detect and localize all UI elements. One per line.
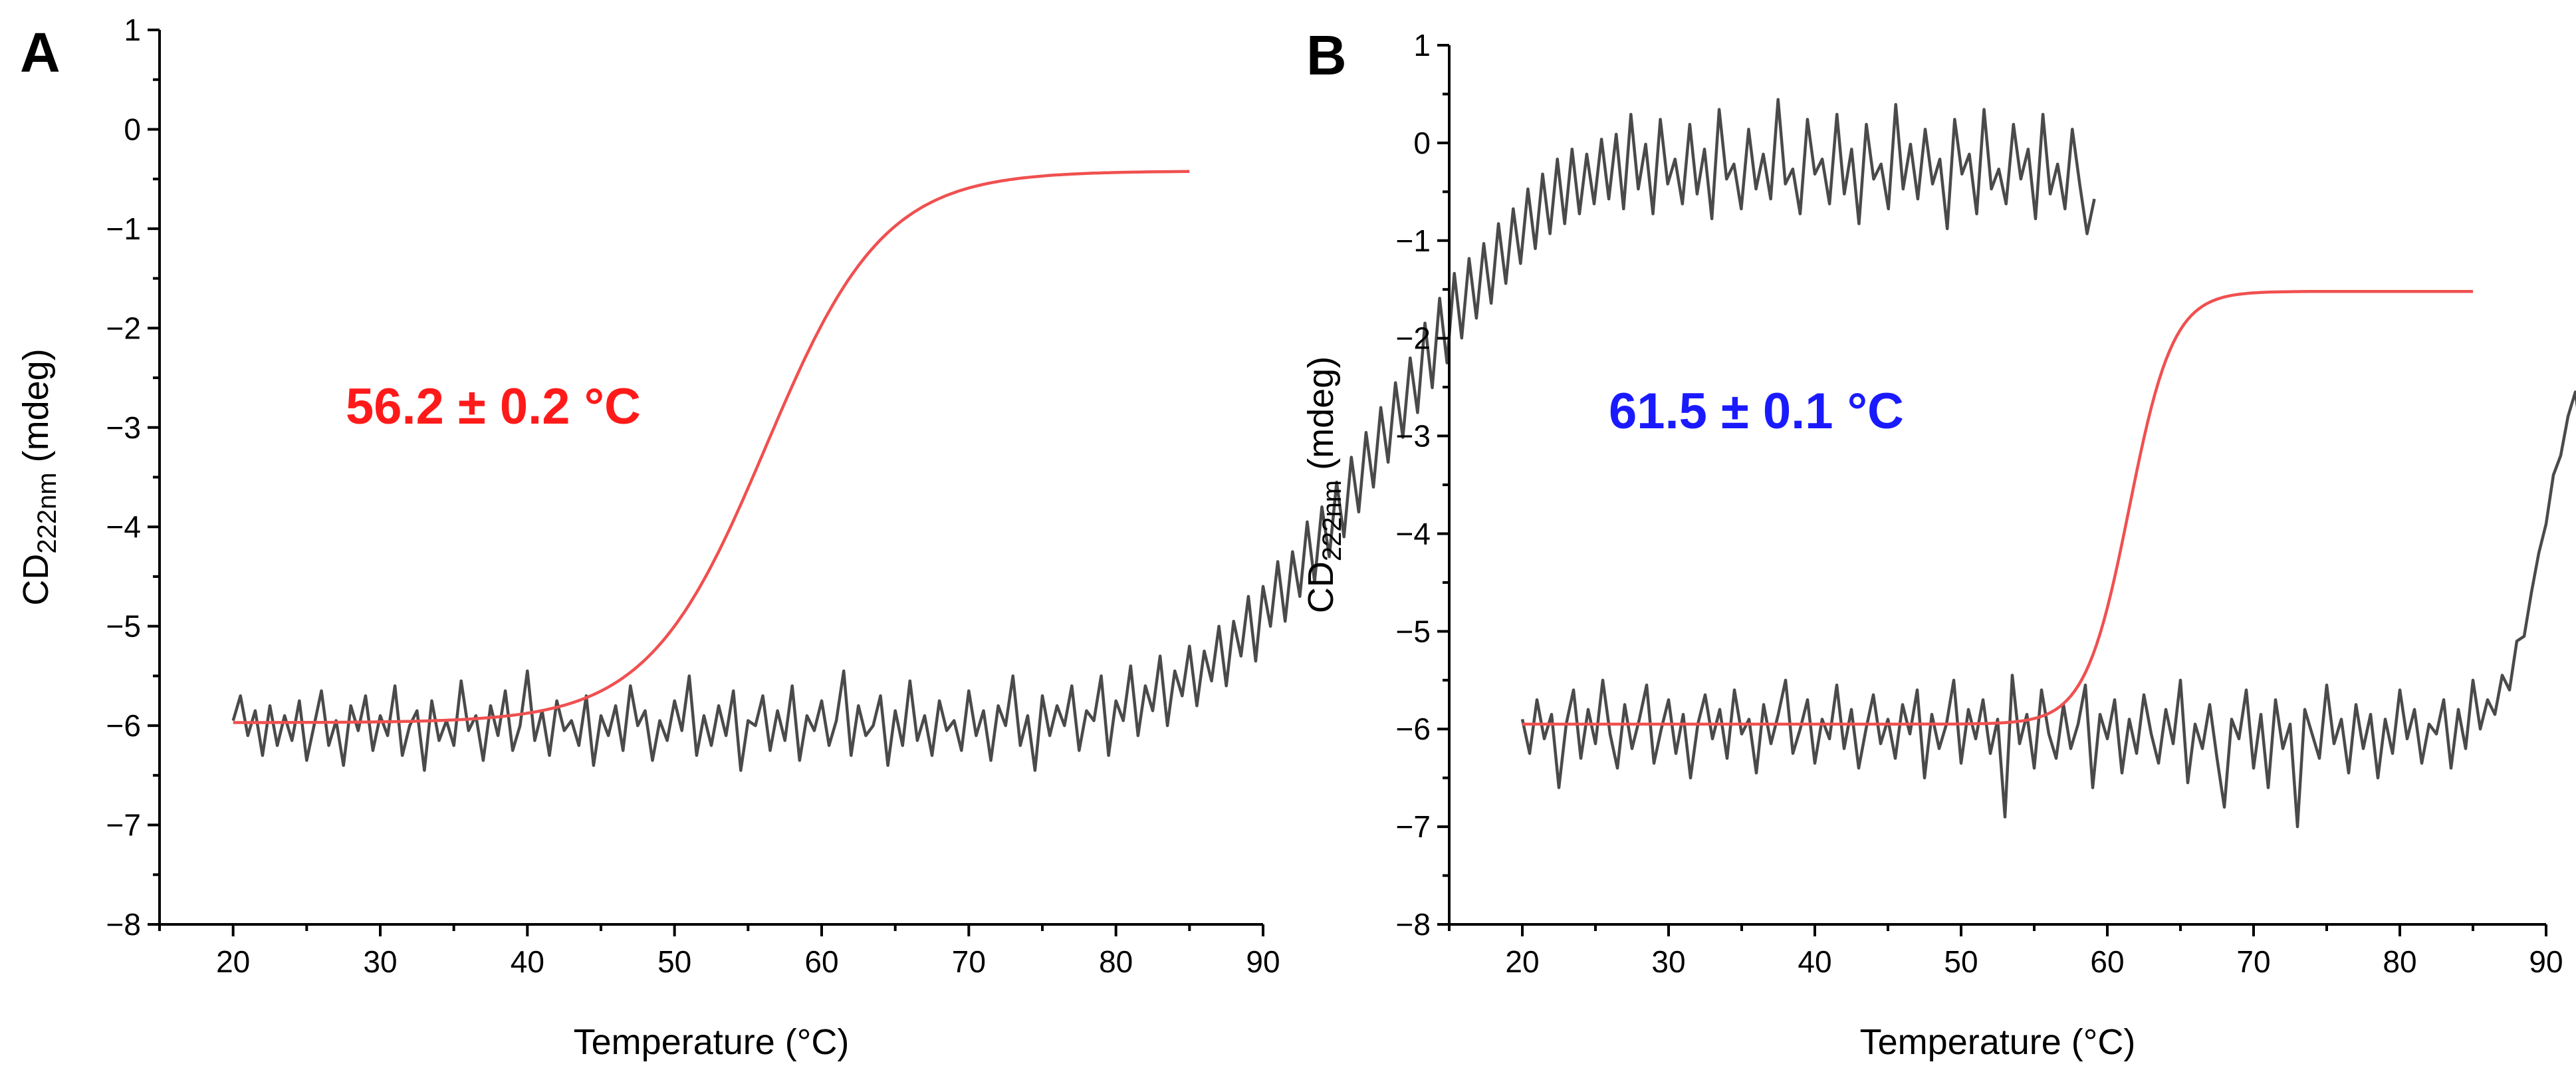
x-tick-label-b: 30: [1651, 944, 1685, 979]
x-tick-label-a: 50: [657, 944, 691, 979]
x-tick-label-b: 90: [2529, 944, 2563, 979]
y-axis-title-b: CD222nm (mdeg): [1301, 356, 1347, 613]
x-tick-label-b: 20: [1505, 944, 1539, 979]
y-tick-label-b: 0: [1413, 126, 1431, 160]
x-tick-label-a: 90: [1246, 944, 1280, 979]
y-tick-label-b: −7: [1396, 809, 1431, 844]
x-tick-label-b: 40: [1798, 944, 1831, 979]
y-tick-label-a: −1: [106, 211, 141, 246]
x-axis-title-a: Temperature (°C): [574, 1022, 850, 1062]
tm-annotation-a: 56.2 ± 0.2 °C: [346, 378, 641, 435]
y-axis-title-main-a: CD: [16, 554, 56, 606]
y-axis-title-unit-a: (mdeg): [16, 348, 56, 472]
data-series-line-b: [1520, 390, 2576, 829]
y-tick-label-b: −5: [1396, 614, 1431, 648]
panel-label-a: A: [20, 21, 60, 84]
x-tick-label-a: 30: [363, 944, 397, 979]
y-tick-label-b: −3: [1396, 419, 1431, 454]
y-tick-label-a: −7: [106, 808, 141, 843]
x-tick-label-b: 70: [2236, 944, 2270, 979]
y-tick-label-a: −8: [106, 907, 141, 942]
y-axis-title-sub-a: 222nm: [33, 472, 62, 553]
y-tick-label-b: −8: [1396, 907, 1431, 942]
y-tick-label-b: −4: [1396, 516, 1431, 551]
y-tick-label-a: −5: [106, 609, 141, 644]
panel-b: B 61.5 ± 0.1 °C CD222nm (mdeg) Temperatu…: [1301, 24, 2576, 1062]
tm-annotation-b: 61.5 ± 0.1 °C: [1609, 383, 1904, 440]
y-tick-label-b: −1: [1396, 223, 1431, 258]
fit-curve-b: [1522, 289, 2473, 726]
y-axis-title-sub-b: 222nm: [1318, 480, 1347, 561]
y-tick-label-b: 1: [1413, 28, 1431, 63]
y-tick-label-a: −4: [106, 509, 141, 544]
x-tick-label-a: 40: [511, 944, 544, 979]
y-axis-title-unit-b: (mdeg): [1301, 356, 1341, 480]
data-series-line-a: [231, 98, 2096, 772]
x-tick-label-b: 60: [2090, 944, 2124, 979]
y-tick-label-a: 1: [124, 13, 141, 47]
y-axis-title-a: CD222nm (mdeg): [16, 348, 62, 605]
fit-curve-a: [233, 170, 1190, 724]
y-axis-title-text-a: CD222nm (mdeg): [16, 348, 62, 605]
y-tick-label-a: −3: [106, 410, 141, 445]
x-tick-label-b: 50: [1944, 944, 1978, 979]
y-axis-title-main-b: CD: [1301, 561, 1341, 613]
panel-label-b: B: [1306, 24, 1347, 86]
y-tick-label-b: −2: [1396, 321, 1431, 356]
x-tick-label-b: 80: [2383, 944, 2416, 979]
y-axis-title-text-b: CD222nm (mdeg): [1301, 356, 1347, 613]
x-tick-label-a: 60: [804, 944, 838, 979]
x-axis-title-b: Temperature (°C): [1860, 1022, 2136, 1062]
x-tick-label-a: 70: [952, 944, 986, 979]
panel-a: A 56.2 ± 0.2 °C CD222nm (mdeg) Temperatu…: [16, 13, 2096, 1062]
y-tick-label-b: −6: [1396, 712, 1431, 746]
x-tick-label-a: 20: [216, 944, 250, 979]
y-tick-label-a: −6: [106, 708, 141, 743]
y-tick-label-a: −2: [106, 311, 141, 345]
y-tick-label-a: 0: [124, 112, 141, 146]
x-tick-label-a: 80: [1099, 944, 1133, 979]
